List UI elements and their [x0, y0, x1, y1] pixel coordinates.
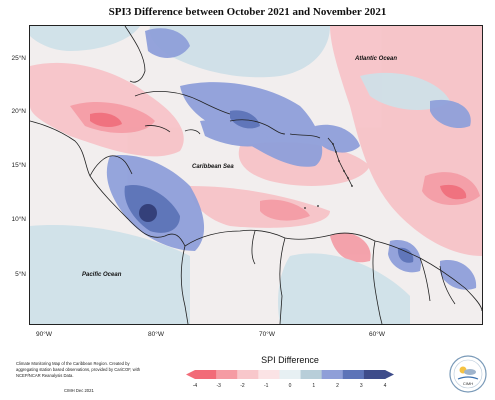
credits-text: Climate Monitoring Map of the Caribbean …: [16, 361, 141, 378]
lon-label-60w: 60°W: [369, 331, 385, 338]
legend-tick-label: -4: [193, 383, 198, 389]
legend-tick-label: 4: [384, 383, 387, 389]
lat-label-20n: 20°N: [11, 108, 26, 115]
map-panel: Atlantic Ocean Caribbean Sea Pacific Oce…: [29, 25, 483, 325]
legend-tick-label: 3: [360, 383, 363, 389]
lon-label-90w: 90°W: [36, 331, 52, 338]
legend-swatch: [258, 370, 280, 379]
caribbean-sea-label: Caribbean Sea: [192, 164, 234, 170]
color-legend: -4 -3 -2 -1 0 1 2 3 4: [186, 370, 394, 389]
legend-arrow-low: [186, 370, 195, 379]
lat-label-25n: 25°N: [11, 55, 26, 62]
legend-tick-label: 1: [312, 383, 315, 389]
legend-swatch: [237, 370, 259, 379]
atlantic-ocean-label: Atlantic Ocean: [355, 56, 398, 62]
legend-swatch: [195, 370, 217, 379]
legend-swatch: [216, 370, 238, 379]
legend-tick-label: -2: [240, 383, 245, 389]
map-title: SPI3 Difference between October 2021 and…: [108, 6, 387, 18]
legend-swatch: [279, 370, 302, 379]
legend-tick-label: -3: [217, 383, 222, 389]
legend-swatch: [363, 370, 386, 379]
lat-label-5n: 5°N: [15, 271, 26, 278]
lat-label-10n: 10°N: [11, 216, 26, 223]
legend-swatch: [321, 370, 344, 379]
credits-date: CIMH Dec 2021: [64, 388, 94, 393]
legend-swatch: [342, 370, 365, 379]
logo-label: CIMH: [463, 381, 473, 386]
cimh-logo-icon: CIMH: [449, 355, 487, 393]
legend-tick-label: -1: [264, 383, 269, 389]
lon-label-80w: 80°W: [148, 331, 164, 338]
lat-label-15n: 15°N: [11, 162, 26, 169]
legend-tick-label: 2: [336, 383, 339, 389]
spi-difference-map: [30, 26, 482, 324]
pacific-ocean-label: Pacific Ocean: [82, 272, 122, 278]
legend-tick-label: 0: [289, 383, 292, 389]
legend-title: SPI Difference: [261, 355, 319, 365]
lon-label-70w: 70°W: [259, 331, 275, 338]
legend-arrow-high: [385, 370, 394, 379]
legend-swatch: [300, 370, 323, 379]
